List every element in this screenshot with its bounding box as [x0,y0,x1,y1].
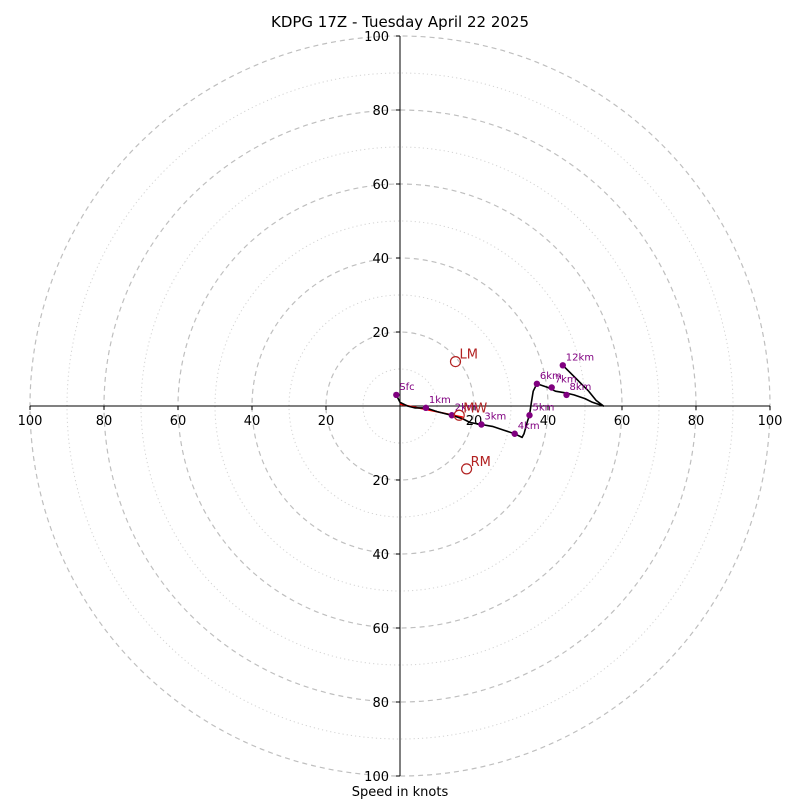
height-label: 3km [484,412,506,423]
x-tick-label: 80 [96,414,113,429]
height-label: 12km [566,352,594,363]
x-tick-label: 60 [614,414,631,429]
storm-motion-label: RM [471,455,491,470]
storm-motion-marker [461,463,473,475]
y-tick-label: 80 [372,104,389,119]
height-label: 2km [455,402,477,413]
x-axis-label: Speed in knots [352,785,449,800]
tick-labels: 100 100 80 80 60 60 40 40 20 20 20 20 40 40 60 60 80 80 10… [18,30,783,785]
height-point [548,384,555,391]
x-tick-label: 100 [18,414,43,429]
storm-motion-marker [453,409,465,421]
height-label: 6km [540,371,562,382]
height-point [393,391,400,399]
y-tick-label: 20 [372,474,389,489]
chart-title: KDPG 17Z - Tuesday April 22 2025 [271,13,529,31]
y-tick-label: 40 [372,252,389,267]
storm-motions: LM MW RM [449,348,491,475]
height-point [478,421,485,428]
x-tick-label: 60 [170,414,187,429]
height-label: 1km [429,395,451,406]
x-tick-label: 40 [540,414,557,429]
y-tick-label: 60 [372,178,389,193]
y-tick-label: 60 [372,622,389,637]
x-tick-label: 40 [244,414,261,429]
height-point [563,391,570,399]
x-tick-label: 100 [758,414,783,429]
y-tick-label: 40 [372,548,389,563]
x-tick-label: 20 [466,414,483,429]
y-tick-label: 20 [372,326,389,341]
height-label: 7km [555,375,577,386]
height-label: 5km [533,402,555,413]
height-point [422,404,430,412]
x-tick-label: 80 [688,414,705,429]
height-point [533,380,541,387]
height-point [559,362,566,369]
height-label: 4km [518,421,540,432]
height-label: Sfc [399,382,414,393]
y-tick-label: 100 [364,770,389,785]
height-point [511,430,518,437]
storm-motion-label: MW [463,401,487,416]
x-tick-label: 20 [318,414,335,429]
y-tick-label: 80 [372,696,389,711]
storm-motion-label: LM [460,348,478,363]
height-point [448,412,455,419]
y-tick-label: 100 [364,30,389,45]
height-label: 8km [570,382,592,393]
height-point [526,412,533,419]
axes [30,36,770,776]
storm-motion-marker [449,356,462,368]
